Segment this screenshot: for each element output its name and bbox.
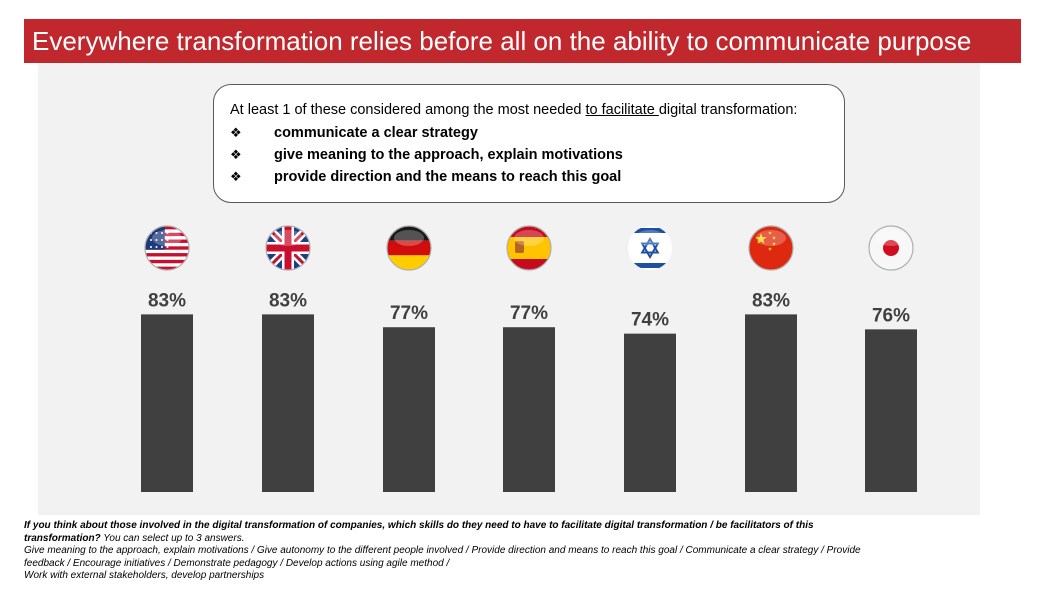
bar-united-states xyxy=(141,314,193,492)
uk-flag-icon xyxy=(265,225,311,271)
bar-china xyxy=(745,314,797,492)
value-label: 77% xyxy=(390,303,428,324)
callout-item: ❖ give meaning to the approach, explain m… xyxy=(230,144,830,166)
slide-title: Everywhere transformation relies before … xyxy=(24,19,1021,63)
callout-item-text: provide direction and the means to reach… xyxy=(274,169,622,185)
value-label: 76% xyxy=(872,305,910,326)
bar-spain xyxy=(503,327,555,492)
diamond-bullet-icon: ❖ xyxy=(230,169,242,184)
china-flag-icon xyxy=(748,225,794,271)
callout-intro-end: digital transformation: xyxy=(658,102,798,118)
survey-options-continued: Work with external stakeholders, develop… xyxy=(24,570,265,581)
callout-intro-underlined: to facilitate xyxy=(585,102,659,118)
spain-flag-icon xyxy=(506,225,552,271)
value-label: 74% xyxy=(631,310,669,331)
bar-japan xyxy=(865,329,917,492)
callout-item-text: communicate a clear strategy xyxy=(274,125,478,141)
callout-item: ❖ provide direction and the means to reac… xyxy=(230,166,830,188)
israel-flag-icon xyxy=(628,226,672,270)
survey-instruction: You can select up to 3 answers. xyxy=(100,532,245,544)
callout-list: ❖ communicate a clear strategy ❖ give mean… xyxy=(230,122,830,188)
callout-intro-text: At least 1 of these considered among the… xyxy=(230,102,586,118)
diamond-bullet-icon: ❖ xyxy=(230,125,242,140)
callout-intro: At least 1 of these considered among the… xyxy=(230,102,830,118)
value-label: 83% xyxy=(148,290,186,311)
survey-options: Give meaning to the approach, explain mo… xyxy=(24,545,861,569)
bar-israel xyxy=(624,333,676,492)
us-flag-icon xyxy=(144,225,190,271)
japan-flag-icon xyxy=(868,225,914,271)
value-label: 77% xyxy=(510,303,548,324)
callout-box: At least 1 of these considered among the… xyxy=(213,84,845,203)
callout-item-text: give meaning to the approach, explain mo… xyxy=(274,147,623,163)
value-label: 83% xyxy=(752,290,790,311)
value-label: 83% xyxy=(269,290,307,311)
footnote: If you think about those involved in the… xyxy=(24,520,884,583)
diamond-bullet-icon: ❖ xyxy=(230,147,242,162)
germany-flag-icon xyxy=(386,225,432,271)
bar-united-kingdom xyxy=(262,314,314,492)
bar-germany xyxy=(383,327,435,492)
callout-item: ❖ communicate a clear strategy xyxy=(230,122,830,144)
survey-question: If you think about those involved in the… xyxy=(24,520,814,544)
